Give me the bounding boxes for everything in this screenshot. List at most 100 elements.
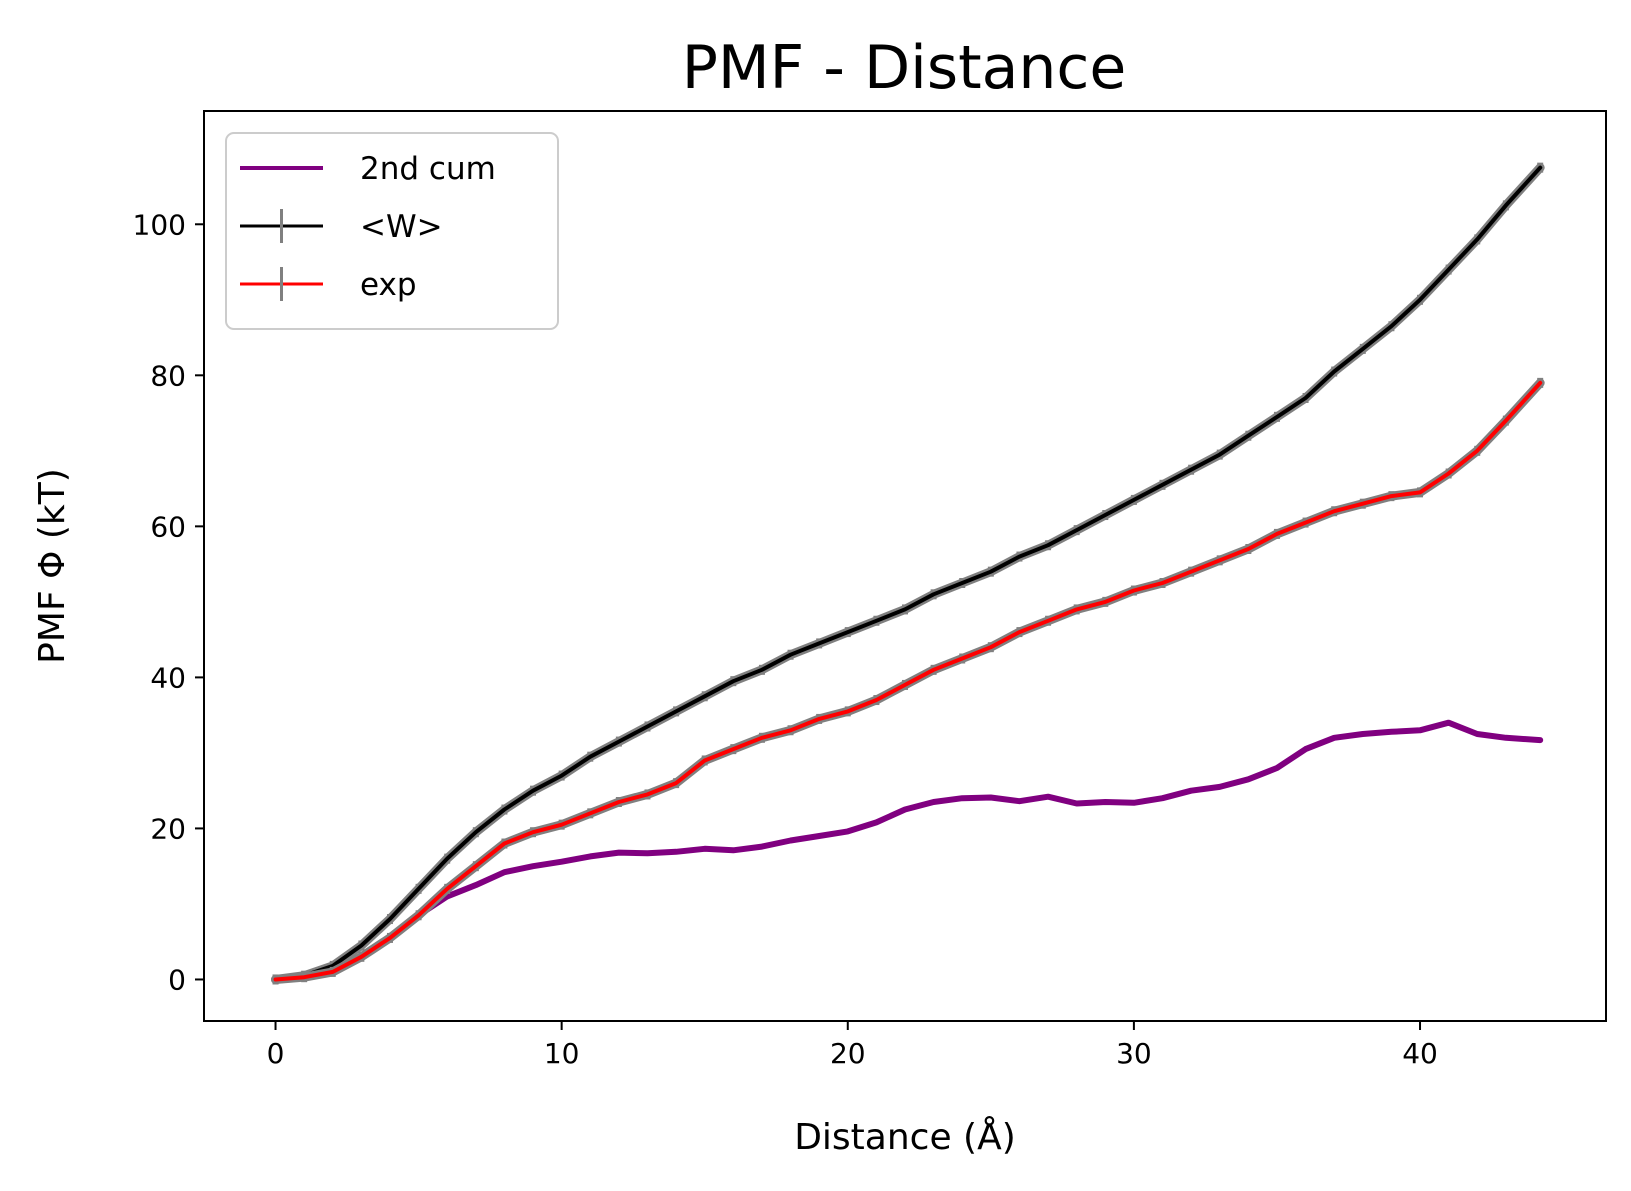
data-point — [760, 845, 764, 849]
data-point — [1161, 483, 1165, 487]
y-tick-label: 60 — [150, 510, 186, 543]
data-point — [1504, 419, 1508, 423]
data-point — [703, 847, 707, 851]
data-point — [1475, 237, 1479, 241]
data-point — [1504, 203, 1508, 207]
data-point — [445, 857, 449, 861]
data-point — [817, 717, 821, 721]
data-point — [1538, 166, 1542, 170]
y-tick-label: 20 — [150, 812, 186, 845]
data-point — [932, 668, 936, 672]
data-point — [645, 792, 649, 796]
data-point — [1161, 796, 1165, 800]
data-point — [731, 679, 735, 683]
data-point — [989, 570, 993, 574]
data-point — [1075, 528, 1079, 532]
data-point — [1132, 589, 1136, 593]
x-tick-label: 10 — [544, 1037, 580, 1070]
data-point — [645, 851, 649, 855]
data-point — [502, 808, 506, 812]
data-point — [731, 747, 735, 751]
x-tick-label: 0 — [267, 1037, 285, 1070]
data-point — [960, 581, 964, 585]
data-point — [932, 800, 936, 804]
x-axis: 0 10 20 30 40 — [267, 1021, 1438, 1070]
legend-box — [225, 132, 559, 330]
data-point — [560, 823, 564, 827]
data-point — [588, 854, 592, 858]
data-point — [1017, 555, 1021, 559]
data-point — [1389, 730, 1393, 734]
plot-frame — [203, 110, 1607, 1022]
data-point — [645, 724, 649, 728]
data-point — [1189, 468, 1193, 472]
data-point — [359, 943, 363, 947]
data-point — [817, 834, 821, 838]
y-axis-label: PMF Φ (kT) — [32, 468, 73, 664]
data-point — [1189, 570, 1193, 574]
data-point — [502, 842, 506, 846]
data-point — [1075, 607, 1079, 611]
data-point — [1538, 381, 1542, 385]
data-point — [1246, 777, 1250, 781]
data-point — [903, 683, 907, 687]
data-point — [1361, 732, 1365, 736]
y-tick-label: 80 — [150, 359, 186, 392]
data-point — [1475, 732, 1479, 736]
data-point — [989, 795, 993, 799]
data-point — [531, 830, 535, 834]
data-point — [531, 789, 535, 793]
data-point — [1332, 370, 1336, 374]
data-point — [1332, 509, 1336, 513]
chart-title: PMF - Distance — [682, 33, 1127, 103]
data-point — [274, 977, 278, 981]
data-point — [1418, 298, 1422, 302]
data-point — [903, 607, 907, 611]
data-point — [1447, 471, 1451, 475]
data-point — [1304, 396, 1308, 400]
data-point — [1275, 415, 1279, 419]
data-point — [1046, 619, 1050, 623]
data-point — [674, 709, 678, 713]
data-point — [588, 755, 592, 759]
y-axis: 0 20 40 60 80 100 — [133, 208, 204, 996]
data-point — [617, 851, 621, 855]
data-point — [1132, 498, 1136, 502]
data-point — [1504, 736, 1508, 740]
data-point — [731, 848, 735, 852]
data-point — [1275, 766, 1279, 770]
data-point — [760, 668, 764, 672]
data-point — [760, 736, 764, 740]
x-axis-label: Distance (Å) — [794, 1115, 1016, 1158]
data-point — [560, 860, 564, 864]
data-point — [960, 796, 964, 800]
legend: 2nd cum <W> exp — [225, 132, 559, 330]
data-point — [560, 774, 564, 778]
data-point — [789, 839, 793, 843]
data-point — [1246, 434, 1250, 438]
data-point — [331, 970, 335, 974]
data-point — [1389, 324, 1393, 328]
points-w — [274, 166, 1542, 981]
legend-entry: <W> — [240, 209, 443, 245]
data-point — [617, 800, 621, 804]
data-point — [417, 887, 421, 891]
y-tick-label: 0 — [168, 963, 186, 996]
data-point — [1447, 268, 1451, 272]
legend-entry: exp — [240, 267, 417, 303]
legend-label: exp — [360, 267, 417, 303]
data-point — [1046, 795, 1050, 799]
data-point — [1304, 521, 1308, 525]
data-point — [817, 641, 821, 645]
data-point — [1361, 502, 1365, 506]
data-point — [474, 883, 478, 887]
data-point — [445, 894, 449, 898]
points-exp — [274, 381, 1542, 981]
data-point — [846, 829, 850, 833]
x-tick-label: 20 — [830, 1037, 866, 1070]
data-point — [1017, 799, 1021, 803]
data-point — [703, 694, 707, 698]
data-point — [1046, 543, 1050, 547]
data-point — [531, 864, 535, 868]
data-point — [1103, 800, 1107, 804]
